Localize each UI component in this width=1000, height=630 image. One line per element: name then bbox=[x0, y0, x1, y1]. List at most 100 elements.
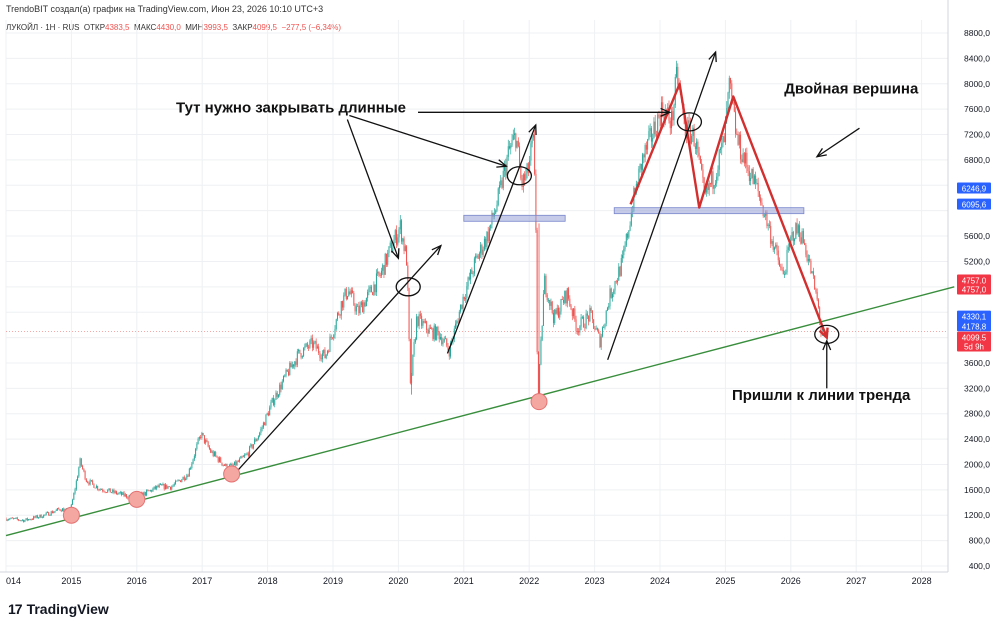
time-tick-label: 2022 bbox=[519, 576, 539, 586]
candle bbox=[162, 482, 164, 486]
candle bbox=[593, 319, 595, 330]
candle bbox=[11, 516, 13, 519]
candle bbox=[657, 112, 659, 137]
candle bbox=[102, 488, 104, 493]
candle-body bbox=[201, 432, 203, 438]
candle-body bbox=[277, 394, 279, 397]
candle bbox=[585, 309, 587, 330]
candle-body bbox=[815, 289, 817, 292]
candle-body bbox=[262, 422, 264, 428]
candle-body bbox=[375, 273, 377, 293]
candle-body bbox=[603, 327, 605, 329]
candle bbox=[197, 437, 199, 445]
candle-body bbox=[750, 178, 752, 182]
candle bbox=[156, 485, 158, 491]
candle bbox=[652, 133, 654, 149]
candle-body bbox=[19, 520, 21, 522]
time-tick-label: 2017 bbox=[192, 576, 212, 586]
candle-body bbox=[630, 212, 632, 226]
candle-body bbox=[192, 459, 194, 464]
candle-body bbox=[16, 517, 18, 520]
candle-body bbox=[236, 461, 238, 466]
candle bbox=[604, 323, 606, 330]
candle bbox=[148, 490, 150, 492]
candle bbox=[147, 489, 149, 492]
candle bbox=[236, 460, 238, 466]
candle-body bbox=[733, 103, 735, 112]
candle bbox=[674, 74, 676, 108]
candle-body bbox=[251, 444, 253, 449]
candle-body bbox=[352, 290, 354, 293]
price-tick-label: 2000,0 bbox=[964, 459, 990, 469]
candle-body bbox=[441, 337, 443, 345]
candle bbox=[173, 482, 175, 487]
candle-body bbox=[158, 484, 160, 487]
candles bbox=[6, 60, 823, 523]
candle-body bbox=[377, 271, 379, 274]
candle-body bbox=[18, 519, 20, 521]
candle-body bbox=[53, 512, 55, 514]
candle-body bbox=[107, 489, 109, 493]
candle-body bbox=[216, 455, 218, 458]
candle bbox=[211, 449, 213, 454]
candle-body bbox=[151, 490, 153, 492]
candle bbox=[360, 300, 362, 308]
candle bbox=[542, 289, 544, 326]
price-badge-label: 5d 9h bbox=[964, 342, 984, 351]
candle-body bbox=[24, 520, 26, 522]
price-tick-label: 2800,0 bbox=[964, 409, 990, 419]
candle-body bbox=[557, 307, 559, 318]
candle bbox=[382, 263, 384, 275]
candle bbox=[73, 492, 75, 501]
candle-body bbox=[773, 247, 775, 250]
candle-body bbox=[31, 519, 33, 521]
candle bbox=[629, 221, 631, 232]
candle bbox=[380, 267, 382, 279]
tradingview-logo[interactable]: 17 TradingView bbox=[8, 601, 109, 617]
candle bbox=[275, 390, 277, 400]
candle bbox=[564, 290, 566, 305]
candle-body bbox=[473, 258, 475, 274]
candle bbox=[364, 300, 366, 307]
candle-body bbox=[40, 514, 42, 518]
candle bbox=[107, 489, 109, 494]
candle-body bbox=[284, 375, 286, 377]
candle bbox=[352, 287, 354, 294]
candle bbox=[303, 347, 305, 358]
candle-body bbox=[326, 350, 328, 355]
candle bbox=[743, 151, 745, 167]
candle bbox=[758, 190, 760, 201]
candle bbox=[372, 291, 374, 296]
candle bbox=[815, 287, 817, 294]
candle bbox=[46, 511, 48, 514]
candle bbox=[270, 399, 272, 410]
candle-body bbox=[753, 175, 755, 185]
candle bbox=[561, 295, 563, 301]
candle bbox=[486, 231, 488, 252]
candle bbox=[201, 431, 203, 440]
candle-body bbox=[118, 492, 120, 494]
candle-body bbox=[747, 167, 749, 172]
candle bbox=[315, 338, 317, 352]
candle bbox=[82, 464, 84, 470]
candle bbox=[63, 507, 65, 512]
tradingview-mark-icon: 17 bbox=[8, 601, 23, 617]
candle-body bbox=[388, 246, 390, 253]
candle-body bbox=[315, 341, 317, 349]
candle-body bbox=[776, 244, 778, 251]
low-label: МИН bbox=[185, 23, 204, 32]
candle bbox=[500, 175, 502, 188]
candle-body bbox=[790, 236, 792, 245]
candle-body bbox=[624, 245, 626, 250]
candle-body bbox=[800, 237, 802, 244]
candle bbox=[539, 363, 541, 397]
price-badge-bg bbox=[957, 283, 991, 295]
candle bbox=[330, 334, 332, 341]
candle bbox=[436, 326, 438, 341]
candle-body bbox=[658, 114, 660, 117]
candle bbox=[24, 519, 26, 523]
candle-body bbox=[72, 499, 74, 505]
candle bbox=[97, 485, 99, 491]
candle-body bbox=[466, 286, 468, 299]
